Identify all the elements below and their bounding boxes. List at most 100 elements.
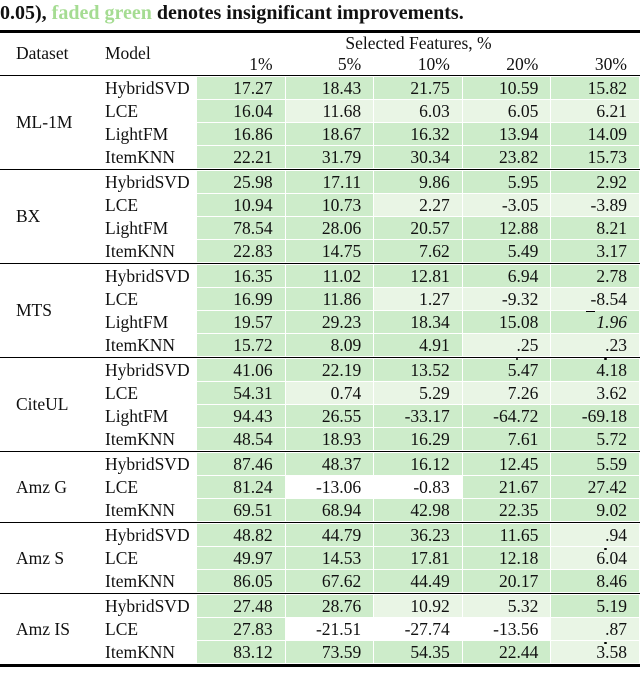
cell-value: 15.08 <box>499 312 539 332</box>
cell-value: 36.23 <box>410 525 450 545</box>
value-cell: 83.12 <box>197 641 285 663</box>
cell-value: 21.67 <box>499 477 539 497</box>
table-row: LCE 16.04 11.68 6.03 6.05 6.21 <box>105 100 640 122</box>
table-row: LCE 54.31 0.74 5.29 7.26 3.62 <box>105 382 640 404</box>
cell-value: 20.57 <box>410 218 450 238</box>
cell-value: -27.74 <box>404 619 450 639</box>
value-cell: 16.86 <box>197 123 285 145</box>
cell-value: 12.81 <box>410 266 450 286</box>
table-row: HybridSVD 87.46 48.37 16.12 12.45 5.59 <box>105 453 640 475</box>
column-header-percent: 20% <box>506 53 539 74</box>
model-label: LCE <box>105 195 139 215</box>
model-label: ItemKNN <box>105 500 175 520</box>
value-cell: 2.27 <box>374 194 462 216</box>
cell-value: 2.27 <box>419 195 450 215</box>
value-cell: -3.89 <box>551 194 639 216</box>
value-cell: -33.17 <box>374 405 462 427</box>
cell-value: 73.59 <box>321 642 362 662</box>
cell-value: 18.34 <box>410 312 450 332</box>
value-cell: .94 <box>551 524 639 550</box>
value-cell: 78.54 <box>197 217 285 239</box>
value-cell: 5.59 <box>551 453 639 475</box>
value-cell: 13.52 <box>374 359 462 381</box>
value-cell: 8.21 <box>551 217 639 239</box>
value-cell: 6.94 <box>462 265 551 287</box>
cell-value: 83.12 <box>233 642 273 662</box>
cell-value: 12.45 <box>499 454 539 474</box>
value-cell: 14.75 <box>285 240 374 262</box>
table-bottom-rule <box>0 664 640 667</box>
model-label: HybridSVD <box>105 172 190 192</box>
cell-value: 28.06 <box>321 218 362 238</box>
value-cell: 3.58 <box>551 641 639 663</box>
cell-value: -13.56 <box>493 619 539 639</box>
value-cell: 69.51 <box>197 499 285 521</box>
value-cell: 18.93 <box>285 428 374 450</box>
cell-value: 0.74 <box>330 383 362 403</box>
value-cell: 1.27 <box>374 288 462 310</box>
caption: 0.05), faded green denotes insignificant… <box>0 0 640 30</box>
value-cell: 11.65 <box>462 524 551 546</box>
cell-value: -0.83 <box>413 477 450 497</box>
value-cell: -21.51 <box>285 618 374 640</box>
section-mts: MTS HybridSVD 16.35 11.02 12.81 6.94 2.78 LCE 16… <box>0 263 640 360</box>
section-amz-is: Amz IS HybridSVD 27.48 28.76 10.92 5.32 5.19 LC… <box>0 593 640 664</box>
value-cell: 44.49 <box>374 570 462 592</box>
cell-value: 30.34 <box>410 147 450 167</box>
dot-under-marker <box>604 357 607 360</box>
cell-value: 87.46 <box>233 454 273 474</box>
value-cell: 7.26 <box>462 382 551 404</box>
cell-value: 7.62 <box>419 241 450 261</box>
dataset-label: Amz S <box>16 547 65 568</box>
cell-value: 23.82 <box>499 147 539 167</box>
table-top-rule <box>0 30 640 33</box>
model-label: LightFM <box>105 124 169 144</box>
value-cell: -64.72 <box>462 405 551 427</box>
section-ml-1m: ML-1M HybridSVD 17.27 18.43 21.75 10.59 15.82 L… <box>0 76 640 169</box>
value-cell: 48.37 <box>285 453 374 475</box>
cell-value: 11.86 <box>322 289 362 309</box>
value-cell: 16.99 <box>197 288 285 310</box>
value-cell: 18.43 <box>285 77 374 99</box>
table-row: LightFM 16.86 18.67 16.32 13.94 14.09 <box>105 123 640 145</box>
model-label: ItemKNN <box>105 335 175 355</box>
value-cell: 21.67 <box>462 476 551 498</box>
cell-value: 14.75 <box>321 241 362 261</box>
value-cell: 36.23 <box>374 524 462 546</box>
value-cell: 16.29 <box>374 428 462 450</box>
section-amz-g: Amz G HybridSVD 87.46 48.37 16.12 12.45 5.59 LC… <box>0 451 640 522</box>
value-cell: 16.32 <box>374 123 462 145</box>
header-mid-rule <box>0 74 640 76</box>
value-cell: 28.76 <box>285 595 374 617</box>
value-cell: 12.18 <box>462 547 551 569</box>
dataset-label: Amz IS <box>16 618 70 639</box>
value-cell: 10.92 <box>374 595 462 617</box>
section-amz-s: Amz S HybridSVD 48.82 44.79 36.23 11.65.94 LCE… <box>0 522 640 593</box>
model-label: ItemKNN <box>105 429 175 449</box>
table-row: HybridSVD 41.06 22.19 13.52 5.47 4.18 <box>105 359 640 381</box>
table-row: LCE 16.99 11.86 1.27 -9.32 -8.54 <box>105 288 640 312</box>
cell-value: 68.94 <box>321 500 362 520</box>
cell-value: -13.06 <box>315 477 362 497</box>
value-cell: 29.23 <box>285 311 374 333</box>
value-cell: 5.95 <box>462 171 551 193</box>
cell-value: 2.92 <box>596 172 627 192</box>
dataset-label: BX <box>16 206 41 226</box>
cell-value: 12.18 <box>499 548 539 568</box>
value-cell: 94.43 <box>197 405 285 427</box>
value-cell: 17.27 <box>197 77 285 99</box>
value-cell: 23.82 <box>462 146 551 168</box>
value-cell: 19.57 <box>197 311 285 333</box>
cell-value: 18.67 <box>321 124 362 144</box>
cell-value: .25 <box>516 335 539 355</box>
cell-value: 19.57 <box>233 312 273 332</box>
cell-value: 22.44 <box>499 642 539 662</box>
cell-value: 5.47 <box>507 360 539 380</box>
value-cell: 0.74 <box>285 382 374 404</box>
value-cell: 11.68 <box>285 100 374 122</box>
cell-value: 10.73 <box>321 195 362 215</box>
value-cell: 17.11 <box>285 171 374 193</box>
model-label: LightFM <box>105 406 169 426</box>
value-cell: -8.54 <box>551 288 639 312</box>
cell-value: 5.95 <box>507 172 539 192</box>
